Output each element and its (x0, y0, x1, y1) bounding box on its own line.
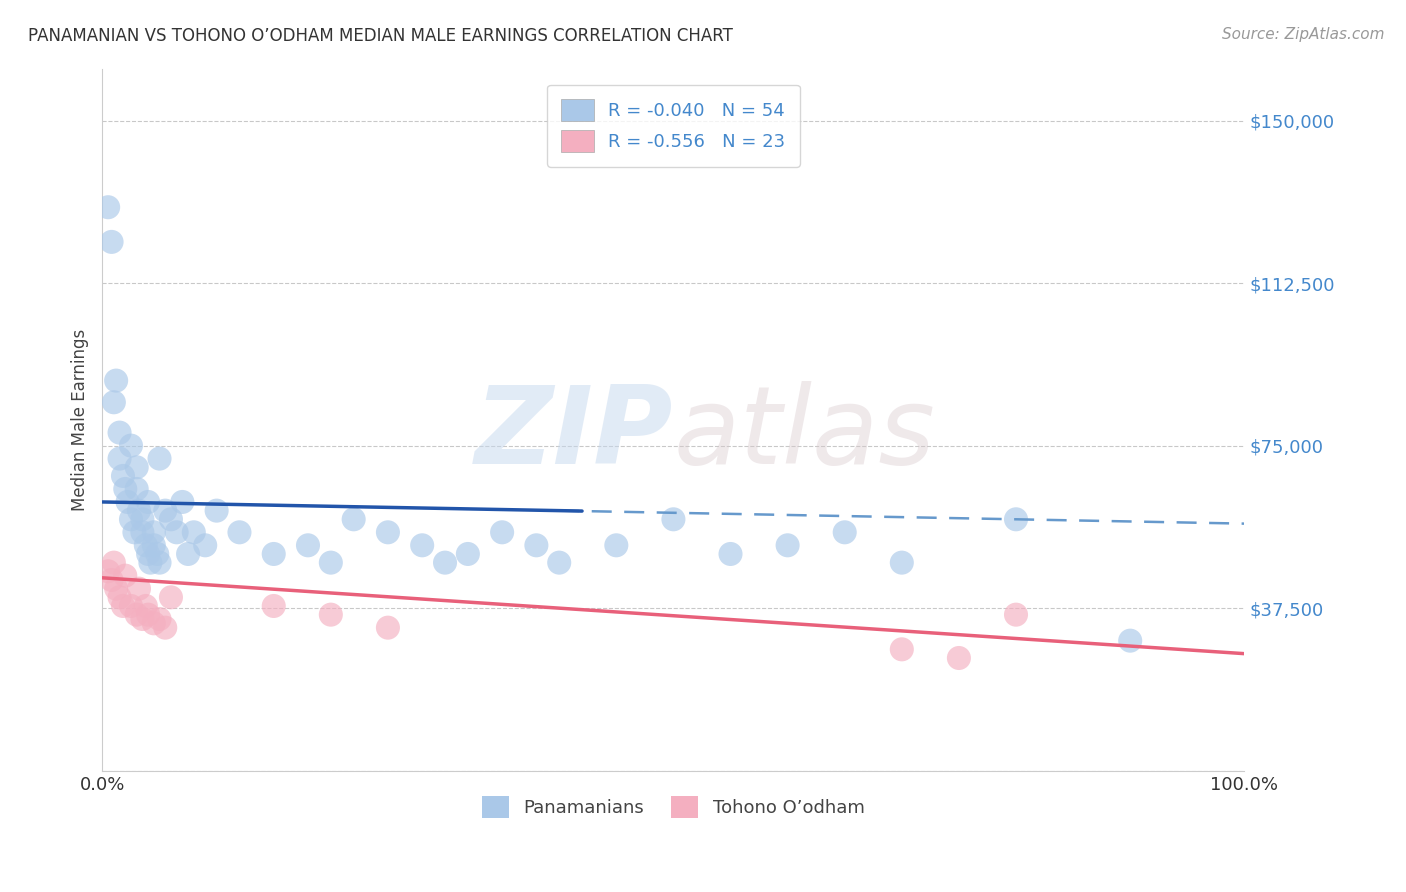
Y-axis label: Median Male Earnings: Median Male Earnings (72, 328, 89, 511)
Point (177, 547, 200, 561)
Point (114, 482, 136, 496)
Point (105, 582, 128, 596)
Point (890, 556, 912, 570)
Point (97, 564, 120, 578)
Point (491, 525, 513, 540)
Text: Source: ZipAtlas.com: Source: ZipAtlas.com (1222, 27, 1385, 42)
Point (194, 538, 217, 552)
Text: ZIP: ZIP (475, 381, 673, 487)
Point (124, 525, 146, 540)
Point (100, 235, 122, 249)
Point (548, 556, 571, 570)
Point (125, 482, 148, 496)
Point (103, 556, 125, 570)
Point (411, 538, 433, 552)
Point (662, 512, 685, 526)
Point (434, 556, 457, 570)
Point (343, 512, 366, 526)
Point (148, 451, 170, 466)
Point (834, 525, 856, 540)
Point (1119, 633, 1142, 648)
Point (228, 525, 250, 540)
Point (205, 503, 228, 517)
Point (131, 612, 153, 626)
Point (136, 607, 159, 622)
Point (524, 538, 547, 552)
Point (457, 547, 479, 561)
Point (97, 200, 120, 214)
Point (183, 525, 205, 540)
Point (263, 599, 285, 613)
Point (148, 556, 170, 570)
Point (120, 512, 142, 526)
Point (160, 591, 183, 605)
Point (166, 525, 188, 540)
Point (155, 621, 177, 635)
Point (155, 503, 177, 517)
Point (142, 616, 165, 631)
Point (131, 525, 153, 540)
Point (1005, 512, 1028, 526)
Point (142, 525, 165, 540)
Text: atlas: atlas (673, 381, 935, 486)
Point (890, 642, 912, 657)
Point (136, 495, 159, 509)
Point (100, 573, 122, 587)
Point (297, 538, 319, 552)
Point (319, 556, 342, 570)
Point (108, 591, 131, 605)
Point (776, 538, 799, 552)
Point (142, 538, 165, 552)
Point (377, 621, 399, 635)
Point (1005, 607, 1028, 622)
Legend: Panamanians, Tohono O’odham: Panamanians, Tohono O’odham (475, 789, 872, 825)
Point (103, 395, 125, 409)
Point (263, 547, 285, 561)
Point (120, 599, 142, 613)
Point (108, 425, 131, 440)
Point (114, 568, 136, 582)
Point (160, 512, 183, 526)
Point (948, 651, 970, 665)
Point (111, 599, 134, 613)
Point (148, 612, 170, 626)
Point (720, 547, 742, 561)
Point (111, 469, 134, 483)
Point (108, 451, 131, 466)
Point (131, 512, 153, 526)
Text: PANAMANIAN VS TOHONO O’ODHAM MEDIAN MALE EARNINGS CORRELATION CHART: PANAMANIAN VS TOHONO O’ODHAM MEDIAN MALE… (28, 27, 733, 45)
Point (136, 547, 159, 561)
Point (117, 495, 139, 509)
Point (135, 538, 157, 552)
Point (120, 439, 142, 453)
Point (128, 582, 150, 596)
Point (135, 599, 157, 613)
Point (125, 460, 148, 475)
Point (377, 525, 399, 540)
Point (139, 556, 162, 570)
Point (319, 607, 342, 622)
Point (605, 538, 627, 552)
Point (172, 495, 194, 509)
Point (146, 547, 169, 561)
Point (128, 503, 150, 517)
Point (125, 607, 148, 622)
Point (105, 374, 128, 388)
